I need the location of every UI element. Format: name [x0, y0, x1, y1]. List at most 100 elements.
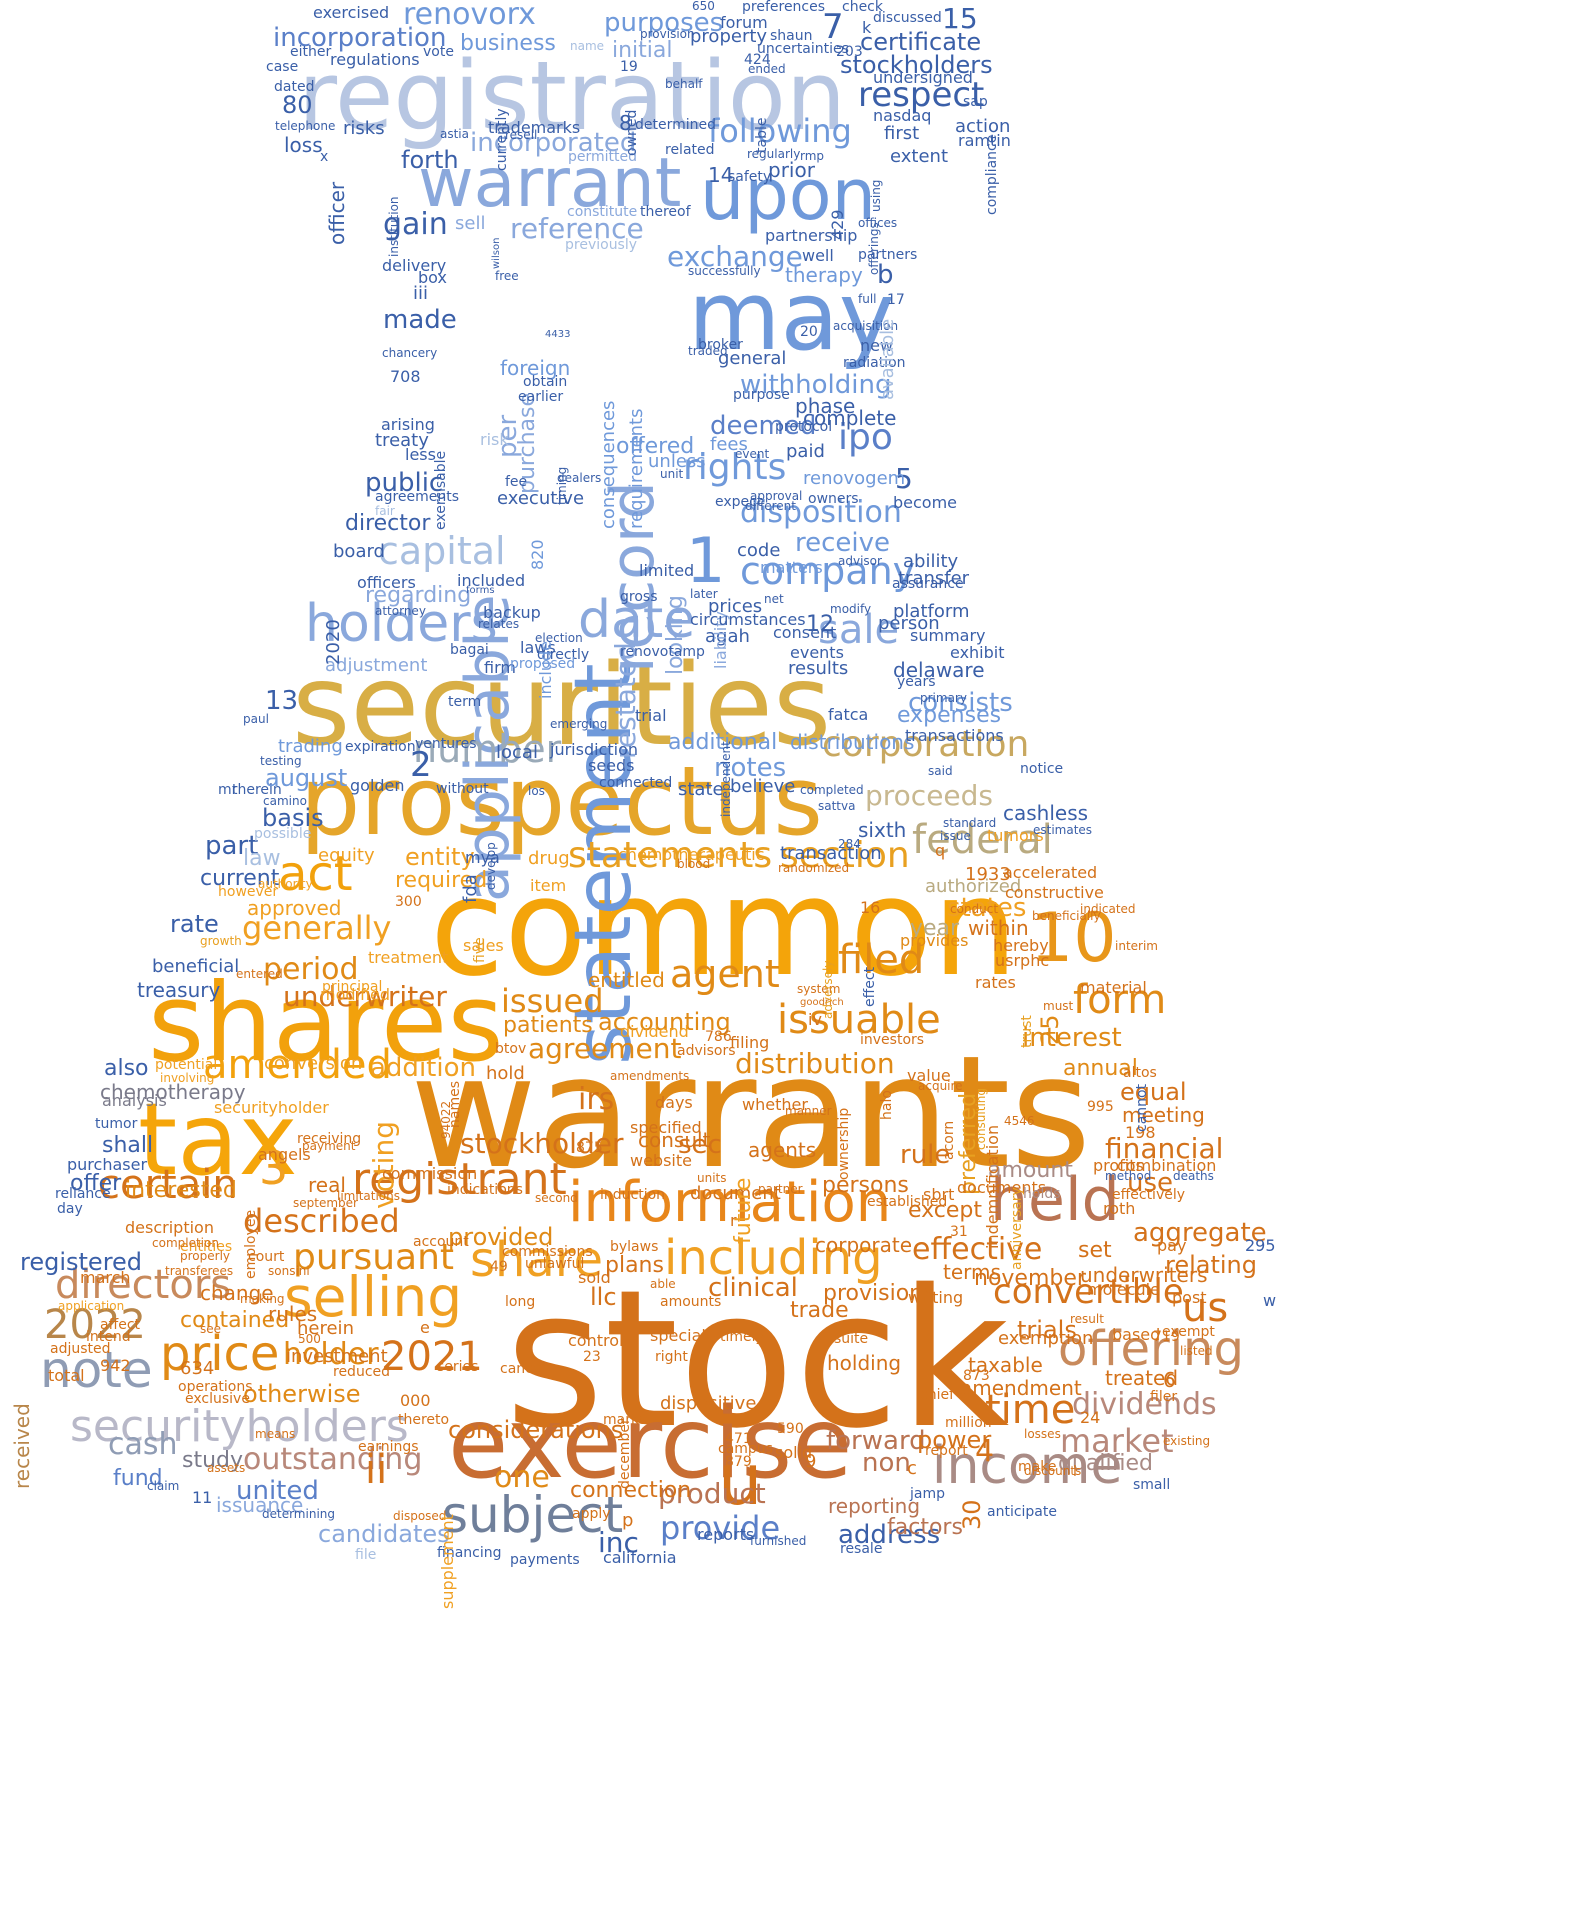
- cloud-word: state: [678, 779, 724, 800]
- cloud-word: aggregate: [1133, 1218, 1267, 1248]
- cloud-word: sell: [455, 213, 486, 234]
- cloud-word: held: [990, 1165, 1120, 1235]
- cloud-word: convertible: [993, 1272, 1184, 1312]
- cloud-word: well: [802, 246, 834, 265]
- cloud-word: warrants: [410, 1022, 1092, 1203]
- cloud-word: compliance: [984, 134, 1000, 215]
- cloud-word: financial: [1105, 1132, 1224, 1165]
- cloud-word: check: [842, 0, 883, 15]
- cloud-word: tumor: [95, 1116, 138, 1132]
- cloud-word: investors: [860, 1032, 925, 1048]
- cloud-word: 203: [836, 44, 863, 60]
- cloud-word: shall: [102, 1133, 154, 1158]
- cloud-word: irs: [578, 1082, 615, 1117]
- cloud-word: consequences: [598, 400, 619, 529]
- cloud-word: document: [690, 1183, 781, 1204]
- cloud-word: treated: [1105, 1366, 1179, 1390]
- cloud-word: supplement: [438, 1514, 457, 1609]
- cloud-word: treaty: [375, 430, 429, 451]
- cloud-word: employee: [243, 1209, 259, 1279]
- cloud-word: summary: [910, 626, 986, 645]
- cloud-word: intend: [86, 1329, 131, 1345]
- cloud-word: renovogem: [803, 468, 906, 489]
- cloud-word: clinical: [708, 1273, 798, 1303]
- cloud-word: w: [1263, 1291, 1277, 1310]
- cloud-word: without: [436, 781, 489, 797]
- cloud-word: resell: [505, 128, 538, 142]
- cloud-word: upon: [700, 154, 876, 236]
- cloud-word: independent: [719, 741, 733, 817]
- cloud-word: chemotherapy: [100, 1080, 246, 1104]
- cloud-word: possible: [254, 826, 312, 842]
- cloud-word: notes: [714, 753, 787, 783]
- cloud-word: amendment: [960, 1376, 1082, 1400]
- cloud-word: acquire: [918, 1079, 963, 1093]
- cloud-word: selling: [284, 1265, 463, 1329]
- cloud-word: roth: [1103, 1199, 1136, 1218]
- cloud-word: purposes: [604, 8, 724, 38]
- cloud-word: trademarks: [488, 118, 581, 137]
- cloud-word: nasdaq: [873, 106, 932, 125]
- cloud-word: adjusted: [50, 1341, 111, 1357]
- cloud-word: protocol: [775, 419, 833, 435]
- cloud-word: 942: [100, 1356, 131, 1375]
- cloud-word: commission: [382, 1164, 478, 1183]
- cloud-word: information: [568, 1170, 892, 1235]
- cloud-word: undersigned: [873, 68, 973, 87]
- cloud-word: reliance: [55, 1186, 111, 1202]
- cloud-word: current: [200, 866, 280, 891]
- cloud-word: distribution: [735, 1047, 895, 1080]
- cloud-word: time: [985, 1387, 1076, 1433]
- cloud-word: august: [265, 764, 348, 792]
- cloud-word: altos: [1123, 1065, 1157, 1081]
- cloud-word: business: [460, 31, 556, 56]
- cloud-word: post: [1172, 1288, 1207, 1307]
- cloud-word: approved: [247, 896, 342, 920]
- cloud-word: marks: [603, 1412, 647, 1428]
- cloud-word: inc: [598, 1526, 639, 1559]
- cloud-word: drug: [528, 848, 570, 869]
- cloud-word: existing: [1163, 1434, 1211, 1448]
- cloud-word: potential: [155, 1057, 218, 1073]
- cloud-word: btov: [495, 1041, 527, 1057]
- cloud-word: thereof: [640, 204, 691, 220]
- cloud-word: different: [745, 499, 796, 513]
- cloud-word: election: [535, 631, 583, 645]
- cloud-word: contained: [180, 1308, 290, 1333]
- cloud-word: total: [48, 1366, 85, 1385]
- cloud-word: sales: [463, 936, 504, 955]
- cloud-word: interim: [1115, 939, 1158, 953]
- cloud-word: issue: [940, 829, 971, 843]
- cloud-word: prior: [768, 158, 815, 182]
- cloud-word: prices: [708, 596, 763, 617]
- cloud-word: herein: [297, 1318, 354, 1339]
- cloud-word: application: [58, 1299, 125, 1313]
- cloud-word: distributions: [790, 730, 915, 754]
- cloud-word: fee: [505, 474, 528, 490]
- cloud-word: fund: [113, 1466, 163, 1491]
- cloud-word: 7: [822, 7, 844, 47]
- cloud-word: december: [617, 1418, 633, 1489]
- cloud-word: filer: [1150, 1389, 1178, 1405]
- cloud-word: issuable: [777, 997, 941, 1043]
- cloud-word: incorporation: [273, 23, 447, 53]
- cloud-word: effect: [862, 966, 878, 1007]
- cloud-word: product: [658, 1477, 766, 1510]
- cloud-word: officer: [325, 181, 349, 245]
- cloud-word: generally: [242, 909, 392, 947]
- cloud-word: respect: [858, 75, 985, 115]
- cloud-word: person: [878, 613, 940, 634]
- cloud-word: reference: [510, 212, 644, 245]
- cloud-word: california: [603, 1548, 677, 1567]
- cloud-word: 995: [1087, 1099, 1114, 1115]
- cloud-word: 634: [180, 1358, 215, 1379]
- cloud-word: reduced: [333, 1364, 391, 1380]
- cloud-word: 17: [887, 292, 905, 308]
- cloud-word: standard: [943, 816, 997, 830]
- cloud-word: emerging: [550, 717, 608, 731]
- cloud-word: purchaser: [67, 1155, 148, 1174]
- cloud-word: case: [266, 59, 299, 75]
- cloud-word: dispositive: [660, 1393, 757, 1414]
- cloud-word: amendments: [610, 1069, 690, 1083]
- cloud-word: constitute: [567, 204, 638, 220]
